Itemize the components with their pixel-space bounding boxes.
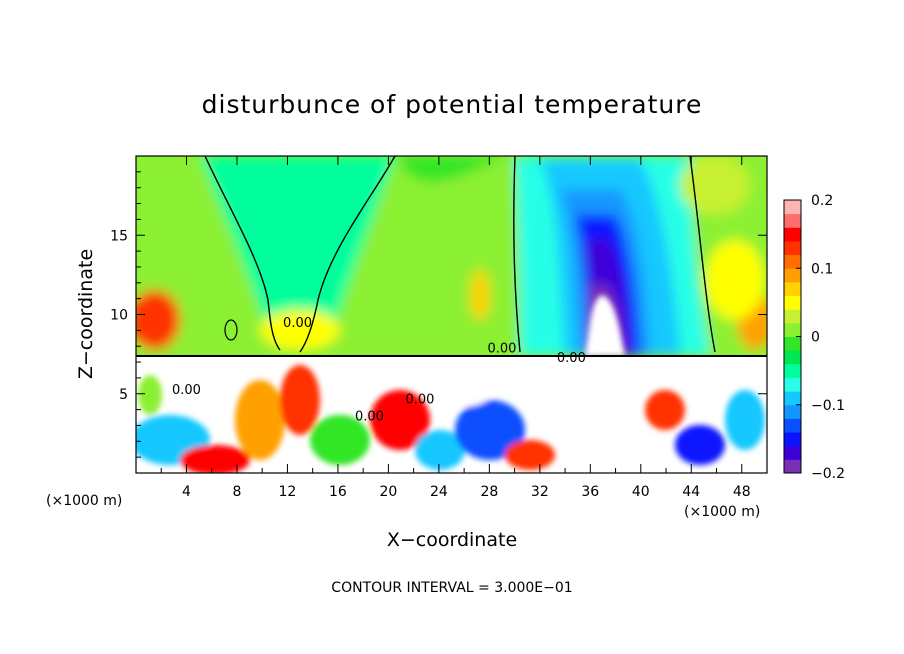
colorbar-swatch — [784, 309, 801, 324]
colorbar-swatch — [784, 322, 801, 337]
colorbar-swatch — [784, 254, 801, 269]
x-tick-label: 4 — [182, 484, 191, 500]
x-tick-label: 24 — [430, 484, 448, 500]
plot-area — [136, 156, 767, 473]
colorbar-swatch — [784, 200, 801, 215]
colorbar-swatch — [784, 377, 801, 392]
colorbar-swatch — [784, 363, 801, 378]
colorbar-swatch — [784, 295, 801, 310]
colorbar-tick-label: 0 — [811, 330, 820, 346]
colorbar-swatch — [784, 213, 801, 228]
contour-label: 0.00 — [355, 410, 384, 425]
contour-label: 0.00 — [283, 316, 312, 331]
x-unit-left: (×1000 m) — [46, 493, 122, 509]
colorbar: 0.2 0.1 0 −0.1 −0.2 — [783, 193, 845, 482]
x-axis-label: X−coordinate — [387, 529, 517, 551]
x-unit-right: (×1000 m) — [684, 504, 760, 520]
contour-label: 0.00 — [405, 392, 434, 407]
colorbar-tick-label: −0.1 — [811, 398, 845, 414]
x-tick-label: 8 — [232, 484, 241, 500]
x-tick-label: 28 — [480, 484, 498, 500]
x-axis: 4 8 12 16 20 24 28 32 36 40 44 48 — [160, 156, 751, 500]
x-tick-label: 40 — [632, 484, 650, 500]
colorbar-tick-label: −0.2 — [811, 466, 845, 482]
contour-label: 0.00 — [172, 383, 201, 398]
x-tick-label: 36 — [581, 484, 599, 500]
colorbar-swatch — [784, 227, 801, 242]
x-tick-label: 48 — [733, 484, 751, 500]
contour-labels: 0.00 0.00 0.00 0.00 0.00 0.00 — [172, 316, 586, 425]
x-tick-label: 20 — [379, 484, 397, 500]
colorbar-swatch — [784, 281, 801, 297]
colorbar-swatch — [784, 350, 801, 365]
colorbar-swatch — [784, 336, 801, 351]
y-tick-label: 10 — [110, 308, 128, 324]
x-tick-label: 32 — [531, 484, 549, 500]
colorbar-swatch — [784, 268, 801, 283]
colorbar-swatch — [784, 418, 801, 433]
chart-title: disturbunce of potential temperature — [202, 90, 703, 119]
colorbar-swatch — [784, 391, 801, 406]
contour-interval-note: CONTOUR INTERVAL = 3.000E−01 — [331, 580, 572, 596]
colorbar-swatch — [784, 404, 801, 419]
y-tick-label: 15 — [110, 228, 128, 244]
colorbar-tick-label: 0.2 — [811, 193, 833, 209]
colorbar-swatch — [784, 240, 801, 256]
colorbar-swatch — [784, 432, 801, 447]
y-axis-label: Z−coordinate — [75, 249, 97, 379]
y-tick-label: 5 — [119, 387, 128, 403]
contour-label: 0.00 — [557, 351, 586, 366]
colorbar-swatch — [784, 445, 801, 460]
contour-label: 0.00 — [488, 342, 517, 357]
x-tick-label: 16 — [329, 484, 347, 500]
y-axis: 5 10 15 — [110, 171, 767, 458]
colorbar-swatch — [784, 459, 801, 474]
x-tick-label: 12 — [279, 484, 297, 500]
x-tick-label: 44 — [682, 484, 700, 500]
colorbar-tick-label: 0.1 — [811, 261, 833, 277]
